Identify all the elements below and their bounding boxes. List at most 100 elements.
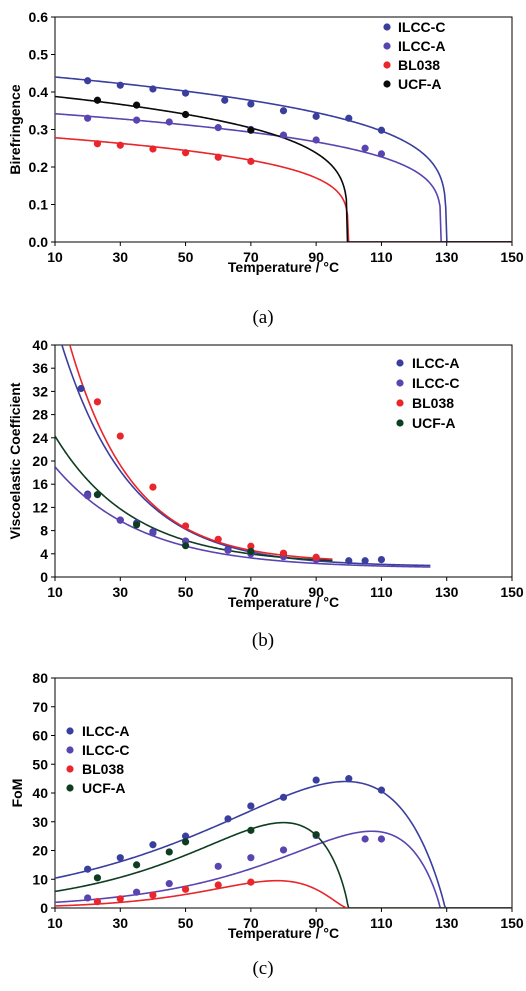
data-point-bl038 xyxy=(214,153,222,161)
y-tick-label: 20 xyxy=(32,843,48,859)
fit-curve-ilcc-a xyxy=(61,345,431,567)
x-tick-label: 90 xyxy=(308,584,324,600)
data-point-ilcc-a xyxy=(279,793,288,801)
data-point-ilcc-c xyxy=(247,100,255,108)
data-point-ilcc-a xyxy=(312,776,320,784)
chart-c: 10 30 50 70 90 110 130 15001020304050607080Temp… xyxy=(9,670,524,941)
data-point-ilcc-a xyxy=(165,118,173,126)
x-tick-label: 10 xyxy=(47,915,63,931)
data-point-bl038 xyxy=(116,895,124,903)
panel-c: 10 30 50 70 90 110 130 150 0 10 20 30 40 50 60 70 80 Temp… xyxy=(0,665,526,991)
y-tick-label: 36 xyxy=(32,360,48,376)
x-tick-label: 110 xyxy=(370,584,393,600)
legend-marker xyxy=(383,23,391,31)
data-point-bl038 xyxy=(149,145,157,153)
data-point-bl038 xyxy=(247,542,255,550)
data-point-ilcc-c xyxy=(116,81,124,89)
x-tick-label: 130 xyxy=(435,249,459,265)
data-point-bl038 xyxy=(116,141,124,149)
data-point-ilcc-a xyxy=(345,557,353,565)
legend-marker xyxy=(66,746,74,754)
x-tick-label: 90 xyxy=(308,915,324,931)
fit-curve-ilcc-c xyxy=(55,76,512,242)
y-tick-label: 0 xyxy=(40,569,48,585)
legend-label: BL038 xyxy=(412,395,454,411)
legend-label: ILCC-A xyxy=(398,38,445,54)
x-tick-label: 90 xyxy=(308,249,324,265)
data-point-ilcc-c xyxy=(181,89,190,97)
fit-curve-bl038 xyxy=(55,879,512,908)
y-tick-label: 24 xyxy=(32,430,48,446)
x-tick-label: 50 xyxy=(178,915,194,931)
caption-c: (c) xyxy=(252,958,274,979)
x-tick-label: 70 xyxy=(243,915,259,931)
data-point-ilcc-c xyxy=(361,835,369,843)
legend-marker xyxy=(383,80,391,88)
data-point-ucf-a xyxy=(181,838,190,846)
data-point-ucf-a xyxy=(133,861,141,869)
x-tick-label: 30 xyxy=(112,915,128,931)
data-point-ilcc-c xyxy=(84,492,92,500)
x-tick-label: 10 xyxy=(47,249,63,265)
data-point-ilcc-c xyxy=(377,835,386,843)
data-point-ilcc-a xyxy=(84,865,92,873)
data-point-ilcc-a xyxy=(361,557,369,565)
data-point-ilcc-c xyxy=(84,894,92,902)
data-point-bl038 xyxy=(214,881,222,889)
data-point-ilcc-c xyxy=(224,546,232,554)
legend-marker xyxy=(396,419,404,427)
data-point-ilcc-a xyxy=(377,786,386,794)
data-point-ucf-a xyxy=(133,521,141,529)
y-axis-label: FoM xyxy=(9,779,25,808)
data-point-ilcc-c xyxy=(165,879,173,888)
legend-label: BL038 xyxy=(398,57,440,73)
fit-curve-ucf-a xyxy=(55,435,333,562)
data-point-ilcc-c xyxy=(247,854,255,862)
data-point-ucf-a xyxy=(181,542,190,550)
data-point-ilcc-a xyxy=(377,150,386,158)
y-tick-label: 0.0 xyxy=(29,234,49,250)
chart-b: 10 30 50 70 90 110 130 150 0 4 8 12 16 20 24 28 32 36 40 Te… xyxy=(7,337,524,610)
legend-label: UCF-A xyxy=(412,415,456,431)
x-axis-label: Temperature / °C xyxy=(228,594,339,610)
data-point-bl038 xyxy=(214,535,222,543)
data-point-bl038 xyxy=(312,553,320,561)
y-tick-label: 50 xyxy=(32,756,48,772)
data-point-ilcc-a xyxy=(224,815,232,823)
x-tick-label: 30 xyxy=(112,584,128,600)
legend-label: ILCC-A xyxy=(412,355,459,371)
y-tick-label: 20 xyxy=(32,453,48,469)
data-point-ilcc-c xyxy=(377,126,386,134)
data-point-ilcc-a xyxy=(181,832,190,840)
legend-label: UCF-A xyxy=(398,76,442,92)
x-tick-label: 130 xyxy=(435,915,459,931)
panel-a: 10 30 50 70 90 110 130 150 0.0 0.1 0.2 0.3 0.4 0.5 0.6… xyxy=(0,0,526,335)
x-tick-label: 50 xyxy=(178,249,194,265)
legend-marker xyxy=(66,727,74,735)
x-tick-label: 110 xyxy=(370,915,393,931)
data-point-ucf-a xyxy=(247,547,255,556)
legend-label: ILCC-C xyxy=(412,375,459,391)
x-axis-label: Temperature / °C xyxy=(228,925,339,941)
y-tick-label: 0.2 xyxy=(29,159,49,175)
y-axis-label: Birefringence xyxy=(7,84,23,174)
x-tick-label: 70 xyxy=(243,249,259,265)
data-point-ilcc-a xyxy=(279,131,288,139)
data-point-ucf-a xyxy=(93,491,102,499)
legend-label: ILCC-A xyxy=(82,723,129,739)
x-axis-label: Temperature / °C xyxy=(228,259,339,275)
caption-a: (a) xyxy=(252,307,274,328)
data-point-ucf-a xyxy=(181,110,190,119)
fit-curve-ucf-a xyxy=(55,95,512,242)
data-point-ilcc-c xyxy=(279,107,288,115)
data-point-ucf-a xyxy=(312,831,320,839)
data-point-bl038 xyxy=(149,483,157,491)
data-point-ucf-a xyxy=(133,101,141,109)
data-point-ucf-a xyxy=(247,826,255,834)
y-tick-label: 8 xyxy=(40,523,48,539)
data-point-ucf-a xyxy=(247,126,255,134)
data-point-bl038 xyxy=(149,891,157,899)
y-tick-label: 0 xyxy=(40,900,48,916)
data-point-ucf-a xyxy=(93,96,102,104)
y-tick-label: 40 xyxy=(32,337,48,353)
